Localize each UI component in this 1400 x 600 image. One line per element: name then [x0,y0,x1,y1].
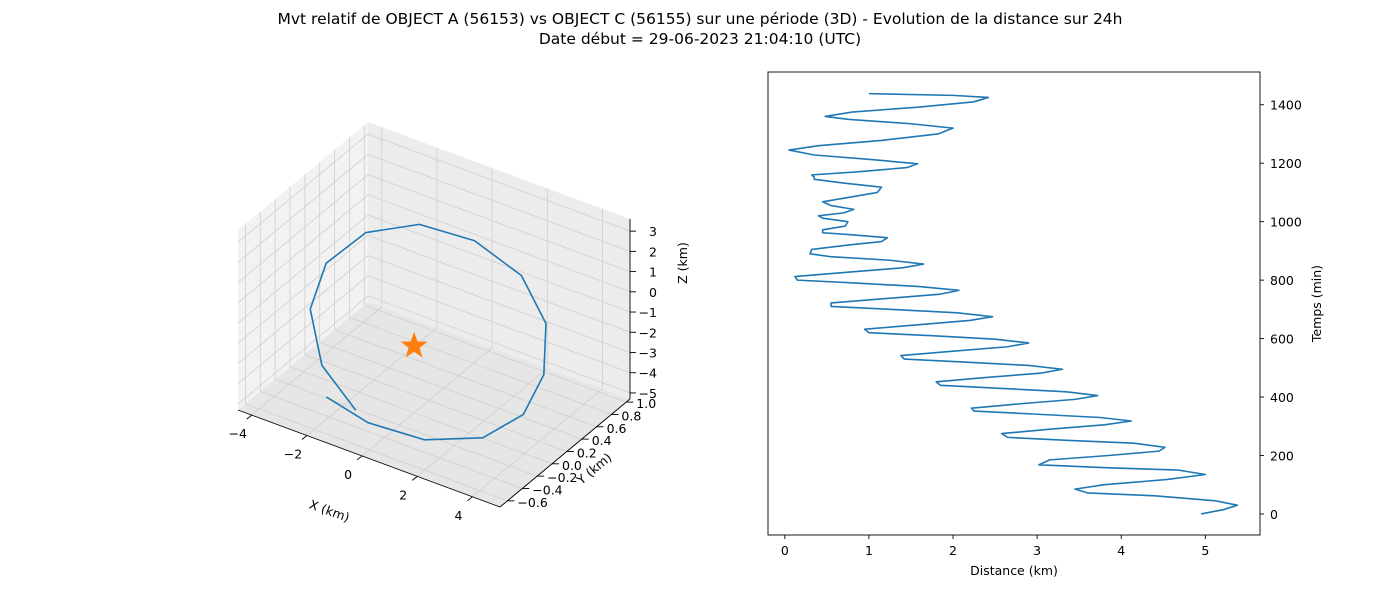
grid-z-left [237,255,369,364]
grid-z-back [367,255,631,353]
y-tick-label: 1400 [1270,98,1302,113]
grid-z-back [367,275,631,374]
z-tick-label: 3 [649,224,657,239]
y-tick-label: −0.4 [532,482,562,497]
grid-z-back [367,214,631,313]
y-tick-label: 1000 [1270,215,1302,230]
x-tick-label: −4 [229,426,247,441]
y-tick-label: 0.2 [577,445,597,460]
z-tick-label: 2 [649,244,657,259]
z-tick-label: −5 [639,386,657,401]
grid-z-left [237,194,369,304]
y-tick-label: 0.0 [562,458,582,473]
x-tick-label: 2 [399,487,407,502]
x-axis-label: Distance (km) [970,563,1058,578]
pane-back [368,122,630,399]
x-tick-label: 0 [781,543,789,558]
grid-z-back [367,295,631,394]
grid-y-floor [245,403,508,502]
y-tick-label: 600 [1270,332,1294,347]
y-tick-label: 0.6 [607,421,627,436]
figure-title: Mvt relatif de OBJECT A (56153) vs OBJEC… [0,9,1400,49]
x-tick-label: −2 [284,447,302,462]
z-tick-label: −4 [639,366,657,381]
grid-y-floor [275,378,538,477]
pane-floor [238,302,630,507]
y-tick-label: 0.4 [592,433,612,448]
x-tick-label: 3 [1033,543,1041,558]
x-axis-label: X (km) [307,497,351,525]
grid-y-floor [304,354,567,452]
grid-y-floor [334,329,597,428]
grid-y-floor [260,391,523,489]
y-tick-label: −0.6 [517,495,547,510]
y-tick-label: 200 [1270,448,1294,463]
z-tick-label: −2 [639,325,657,340]
grid-z-back [367,194,631,293]
grid-z-left [237,214,369,324]
grid-x-floor [472,388,603,498]
y-tick-label: −0.2 [547,470,577,485]
grid-z-back [367,133,631,232]
grid-y-floor [289,366,553,465]
figure-title-line-2: Date début = 29-06-2023 21:04:10 (UTC) [538,30,862,48]
x-tick [411,476,418,481]
y-tick-label: 0.8 [621,408,641,423]
x-tick-label: 2 [949,543,957,558]
y-tick-label: 0 [1270,507,1278,522]
grid-z-left [237,295,369,405]
grid-z-left [237,234,369,344]
y-tick-label: 400 [1270,390,1294,405]
trajectory-line [309,223,547,441]
distance-line [788,92,1239,515]
z-tick-label: −1 [639,305,657,320]
grid-y-floor [319,341,582,440]
grid-y-floor [364,304,627,403]
y-axis-label: Temps (min) [1309,265,1324,343]
grid-y-floor [349,317,612,415]
x-tick-label: 0 [344,467,352,482]
y-tick-label: 800 [1270,273,1294,288]
pane-left [238,122,368,410]
chart-3d-relative-motion: −4 −2 0 2 4 −0.6−0.4−0.20.00.20.40.60.81.0−5 −… [229,122,690,525]
reference-star-marker [400,331,428,358]
grid-x-floor [251,306,383,416]
z-axis-label: Z (km) [675,242,690,284]
y-axis-line [499,398,631,508]
x-tick [246,414,253,420]
x-tick [301,435,308,440]
y-tick-label: 1.0 [636,396,656,411]
z-tick-label: 0 [649,285,657,300]
grid-z-back [367,174,631,272]
x-tick-label: 4 [1117,543,1125,558]
grid-z-back [367,153,631,252]
plot-frame [767,71,1261,536]
grid-z-left [237,275,369,385]
grid-z-left [237,174,369,283]
z-tick-label: −3 [639,345,657,360]
x-tick-label: 1 [865,543,873,558]
grid-z-left [237,154,369,263]
grid-x-floor [417,368,548,477]
x-tick [356,455,363,461]
x-tick-label: 4 [454,508,462,523]
grid-z-left [237,133,369,243]
grid-z-back [367,234,631,333]
x-tick-label: 5 [1201,543,1209,558]
y-tick-label: 1200 [1270,156,1302,171]
x-axis-line [237,409,501,508]
grid-x-floor [361,347,493,457]
z-tick-label: 1 [649,265,657,280]
figure-title-line-1: Mvt relatif de OBJECT A (56153) vs OBJEC… [277,10,1123,28]
chart-distance-vs-time: 0 1 2 3 4 5 0 200 400 600 800 1000 1200 1400 Distance … [767,71,1324,578]
x-tick [467,496,473,502]
